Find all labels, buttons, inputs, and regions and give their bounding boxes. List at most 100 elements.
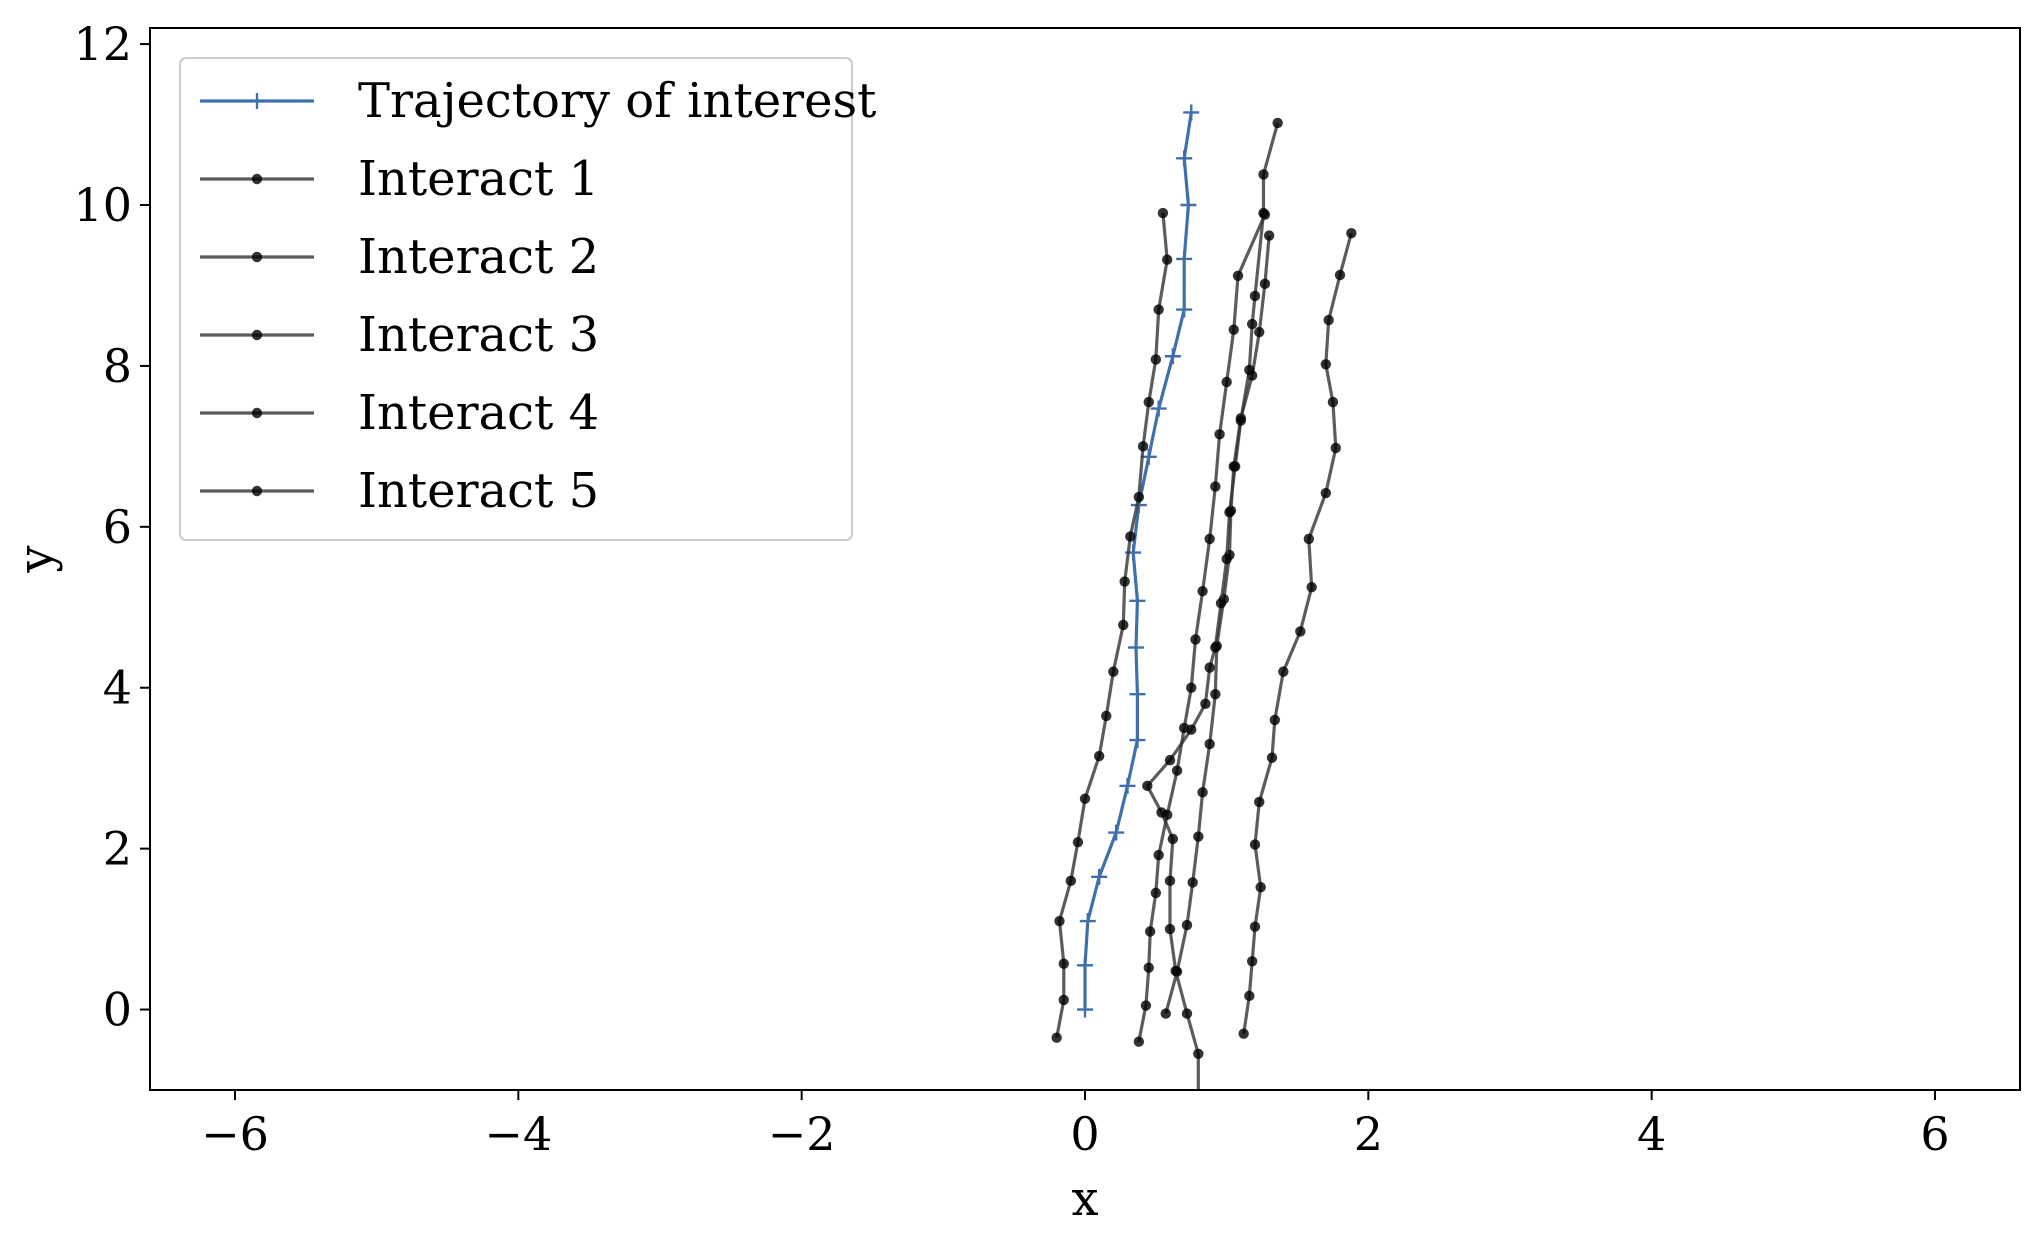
data-point <box>1221 553 1232 565</box>
data-point <box>1190 634 1201 645</box>
data-point <box>1144 926 1156 937</box>
x-tick-label: −6 <box>201 1107 269 1161</box>
data-point <box>1137 441 1149 452</box>
data-point <box>1244 990 1255 1002</box>
x-axis-label: x <box>1071 1171 1098 1227</box>
data-point <box>1254 796 1265 808</box>
data-point <box>1186 724 1197 735</box>
legend-item: Interact 5 <box>200 463 599 519</box>
data-point <box>1246 956 1258 967</box>
data-point <box>1249 839 1261 850</box>
data-point <box>1249 290 1261 302</box>
data-point <box>1181 919 1193 931</box>
data-point <box>1054 915 1065 927</box>
data-point <box>1142 780 1153 792</box>
series-interact-4 <box>1238 227 1357 1039</box>
data-point <box>1246 318 1258 330</box>
series-line <box>1083 112 1193 1010</box>
data-point <box>1129 732 1146 749</box>
data-point <box>1125 531 1136 542</box>
data-point <box>1170 965 1181 977</box>
data-point <box>1133 1036 1145 1047</box>
data-point <box>1153 849 1164 861</box>
data-point <box>1077 1001 1093 1018</box>
data-point <box>1320 359 1332 370</box>
data-point <box>1058 958 1069 969</box>
series-line <box>1055 212 1169 1038</box>
x-tick-label: 2 <box>1354 1107 1383 1161</box>
data-point <box>1183 104 1200 121</box>
x-tick-label: 0 <box>1070 1107 1099 1161</box>
data-point <box>1334 269 1346 281</box>
y-tick-label: 2 <box>103 822 132 876</box>
data-point <box>1119 576 1130 587</box>
data-point <box>1164 348 1181 365</box>
data-point <box>1303 533 1315 545</box>
y-axis-ticks: 0 2 4 6 8 10 12 <box>73 17 150 1037</box>
legend-frame <box>179 57 853 541</box>
data-point <box>1065 875 1077 887</box>
data-point <box>1108 824 1125 841</box>
series-layer <box>1051 104 1357 1090</box>
data-point <box>1150 354 1162 365</box>
data-point <box>1051 1032 1062 1043</box>
data-point <box>1072 837 1084 848</box>
legend-label: Trajectory of interest <box>358 73 876 129</box>
data-point <box>1150 400 1167 417</box>
data-point <box>1295 626 1306 637</box>
data-point <box>1204 662 1215 673</box>
series-interact-2 <box>1133 209 1271 1047</box>
data-point <box>1161 254 1173 265</box>
y-tick-label: 12 <box>73 17 132 71</box>
data-point <box>1327 396 1339 408</box>
data-point <box>1167 833 1179 845</box>
x-tick-label: −2 <box>768 1107 836 1161</box>
legend-label: Interact 1 <box>358 151 599 207</box>
data-point <box>1238 1028 1249 1039</box>
series-interact-5 <box>1142 117 1283 1090</box>
x-tick-label: −4 <box>484 1107 552 1161</box>
y-tick-label: 4 <box>103 661 132 715</box>
data-point <box>1204 738 1215 750</box>
y-tick-label: 8 <box>103 339 132 393</box>
series-interact-1 <box>1051 207 1173 1043</box>
data-point <box>1266 752 1278 763</box>
legend-label: Interact 5 <box>358 463 599 519</box>
data-point <box>1235 415 1247 426</box>
data-point <box>1143 396 1154 408</box>
data-point <box>1079 913 1096 930</box>
legend-item: Interact 3 <box>200 307 599 363</box>
x-tick-label: 4 <box>1637 1107 1666 1161</box>
data-point <box>1210 642 1221 653</box>
y-tick-label: 0 <box>103 983 132 1037</box>
data-point <box>1058 994 1069 1006</box>
data-point <box>1330 442 1341 454</box>
data-point <box>1187 877 1198 888</box>
data-point <box>1176 250 1193 267</box>
data-point <box>1221 376 1232 388</box>
data-point <box>1133 491 1145 503</box>
data-point <box>1176 301 1193 318</box>
x-tick-label: 6 <box>1920 1107 1949 1161</box>
data-point <box>1129 686 1146 703</box>
data-point <box>1210 688 1221 700</box>
data-point <box>1171 765 1183 776</box>
legend-item: Interact 2 <box>200 229 599 285</box>
data-point <box>1164 923 1176 935</box>
data-point <box>1181 1008 1193 1019</box>
data-point <box>1229 461 1241 472</box>
data-point <box>1323 314 1334 326</box>
data-point <box>1272 117 1283 129</box>
data-point <box>1176 150 1193 167</box>
data-point <box>1232 270 1244 281</box>
y-tick-label: 10 <box>73 178 132 232</box>
data-point <box>1215 598 1227 609</box>
series-trajectory-of-interest <box>1077 104 1200 1018</box>
data-point <box>1258 169 1269 180</box>
data-point <box>1259 278 1271 290</box>
legend-item: Interact 1 <box>200 151 599 207</box>
x-axis-ticks: −6 −4 −2 0 2 4 6 <box>201 1090 1950 1161</box>
data-point <box>1186 682 1197 693</box>
data-point <box>1193 1048 1204 1059</box>
data-point <box>1091 868 1108 885</box>
